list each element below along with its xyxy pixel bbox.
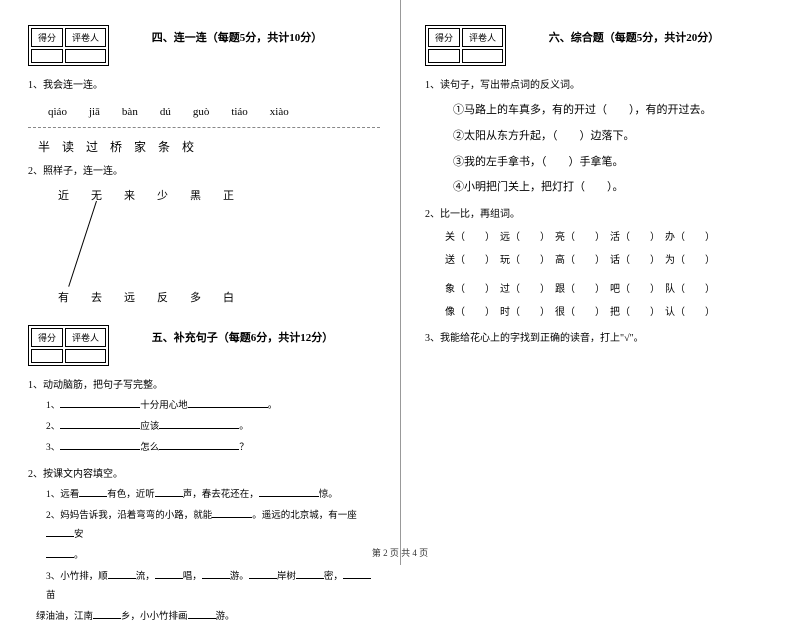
right-column: 得分 评卷人 六、综合题（每题5分，共计20分） 1、读句子，写出带点词的反义词… [400,0,800,565]
t: 1、 [46,401,60,411]
t: 绿油油，江南 [36,612,93,622]
pinyin-row: qiáo jiā bàn dú guò tiáo xiào [48,103,380,119]
t: 游。 [230,572,249,582]
blank [79,486,107,497]
t: 怎么 [140,443,159,453]
blank [159,418,239,429]
sentence-1: ①马路上的车真多，有的开过（ ），有的开过去。 [453,101,780,121]
match-top-row: 近 无 来 少 黑 正 [58,187,380,203]
score-box-6: 得分 评卷人 [425,25,506,66]
q4-2: 2、照样子，连一连。 [28,163,380,181]
t: 游。 [216,612,235,622]
section-6-header: 得分 评卷人 六、综合题（每题5分，共计20分） [425,25,780,69]
t: 。 [239,422,249,432]
t: 2、妈妈告诉我，沿着弯弯的小路，就能 [46,511,212,521]
score-box-5: 得分 评卷人 [28,325,109,366]
char-row-1: 半 读 过 桥 家 条 校 [38,138,380,155]
blank [188,397,268,408]
q5-2: 2、按课文内容填空。 [28,466,380,484]
q6-3: 3、我能给花心上的字找到正确的读音，打上"√"。 [425,330,780,348]
sentence-4: ④小明把门关上，把灯打（ ）。 [453,178,780,198]
t: 岸树 [277,572,296,582]
grader-cell [65,49,106,63]
score-box-4: 得分 评卷人 [28,25,109,66]
t: 苗 [46,591,56,601]
blank [159,439,239,450]
blank [188,608,216,619]
blank [93,608,121,619]
score-cell [31,349,63,363]
spacer [28,309,380,325]
score-label: 得分 [31,28,63,47]
blank [60,439,140,450]
t: 唱， [183,572,202,582]
left-column: 得分 评卷人 四、连一连（每题5分，共计10分） 1、我会连一连。 qiáo j… [0,0,400,565]
grader-cell [462,49,503,63]
fill-1: 1、 十分用心地 。 [46,397,380,416]
t: 声，春去花还在， [183,490,259,500]
blank [212,507,252,518]
page: 得分 评卷人 四、连一连（每题5分，共计10分） 1、我会连一连。 qiáo j… [0,0,800,565]
q6-2: 2、比一比，再组词。 [425,206,780,224]
grader-label: 评卷人 [65,28,106,47]
grader-cell [65,349,106,363]
blank [202,568,230,579]
t: 3、小竹排，顺 [46,572,108,582]
blank [249,568,277,579]
t: 流， [136,572,155,582]
t: 惊。 [319,490,338,500]
para-3b: 绿油油，江南 乡，小小竹排画 游。 [36,608,380,627]
score-cell [31,49,63,63]
t: 1、远看 [46,490,79,500]
t: 。 [268,401,278,411]
t: 安 [74,530,84,540]
blank [343,568,371,579]
t: 有色，近听 [107,490,155,500]
t: 3、 [46,443,60,453]
section-5-header: 得分 评卷人 五、补充句子（每题6分，共计12分） [28,325,380,369]
match-area [28,207,380,297]
fill-3: 3、 怎么 ？ [46,439,380,458]
section-6-title: 六、综合题（每题5分，共计20分） [549,29,720,45]
blank [60,418,140,429]
divider [28,127,380,128]
para-3: 3、小竹排，顺 流， 唱， 游。 岸树 密， 苗 [46,568,380,606]
t: 2、 [46,422,60,432]
fill-2: 2、 应该 。 [46,418,380,437]
q6-1: 1、读句子，写出带点词的反义词。 [425,77,780,95]
score-cell [428,49,460,63]
grid-3: 象（ ） 过（ ） 跟（ ） 吧（ ） 队（ ） [445,280,780,299]
t: 应该 [140,422,159,432]
blank [155,486,183,497]
score-label: 得分 [428,28,460,47]
q4-1: 1、我会连一连。 [28,77,380,95]
score-label: 得分 [31,328,63,347]
blank [259,486,319,497]
section-4-title: 四、连一连（每题5分，共计10分） [152,29,323,45]
sentence-3: ③我的左手拿书，（ ）手拿笔。 [453,153,780,173]
para-1: 1、远看 有色，近听 声，春去花还在， 惊。 [46,486,380,505]
grid-2: 送（ ） 玩（ ） 高（ ） 话（ ） 为（ ） [445,251,780,270]
sentence-2: ②太阳从东方升起，（ ）边落下。 [453,127,780,147]
t: 十分用心地 [140,401,188,411]
grid-1: 关（ ） 远（ ） 亮（ ） 活（ ） 办（ ） [445,228,780,247]
t: ？ [239,443,249,453]
section-4-header: 得分 评卷人 四、连一连（每题5分，共计10分） [28,25,380,69]
blank [296,568,324,579]
blank [108,568,136,579]
t: 密， [324,572,343,582]
para-2: 2、妈妈告诉我，沿着弯弯的小路，就能 。遥远的北京城，有一座安 [46,507,380,545]
grader-label: 评卷人 [462,28,503,47]
grid-4: 像（ ） 时（ ） 很（ ） 把（ ） 认（ ） [445,303,780,322]
section-5-title: 五、补充句子（每题6分，共计12分） [152,329,334,345]
page-footer: 第 2 页 共 4 页 [0,546,800,559]
blank [46,526,74,537]
grader-label: 评卷人 [65,328,106,347]
match-line [68,201,97,287]
q5-1: 1、动动脑筋，把句子写完整。 [28,377,380,395]
t: 。遥远的北京城，有一座 [252,511,357,521]
t: 乡，小小竹排画 [121,612,188,622]
blank [155,568,183,579]
blank [60,397,140,408]
